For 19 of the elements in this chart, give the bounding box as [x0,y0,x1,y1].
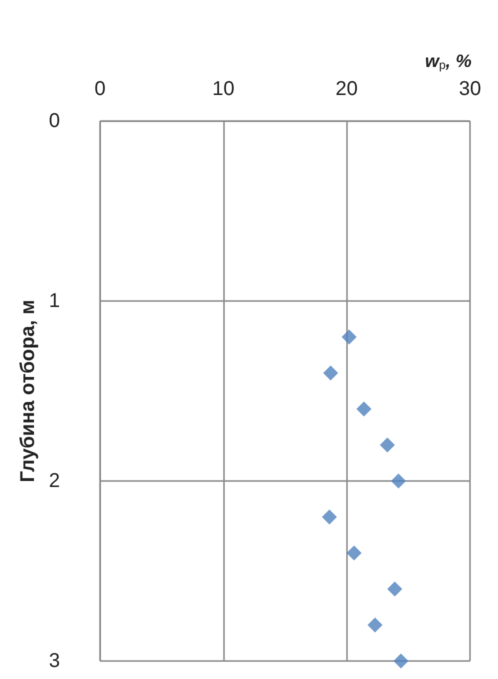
x-tick-label: 10 [212,78,234,100]
point [323,366,338,380]
x-tick-label: 0 [94,78,106,100]
point [356,402,372,416]
point [368,618,383,632]
point [322,510,337,524]
x-tick-label: 30 [458,78,482,100]
x-tick-label: 20 [336,78,358,100]
y-axis-title: Глубина отбора, м [16,300,39,482]
point [393,654,408,668]
point [342,330,357,344]
point [387,582,402,596]
point [390,474,406,488]
y-tick-label: 3 [48,650,60,672]
y-tick-label: 0 [48,110,60,132]
point [380,438,395,452]
y-tick-label: 2 [48,470,60,492]
y-tick-label: 1 [48,290,60,312]
point [346,546,362,560]
